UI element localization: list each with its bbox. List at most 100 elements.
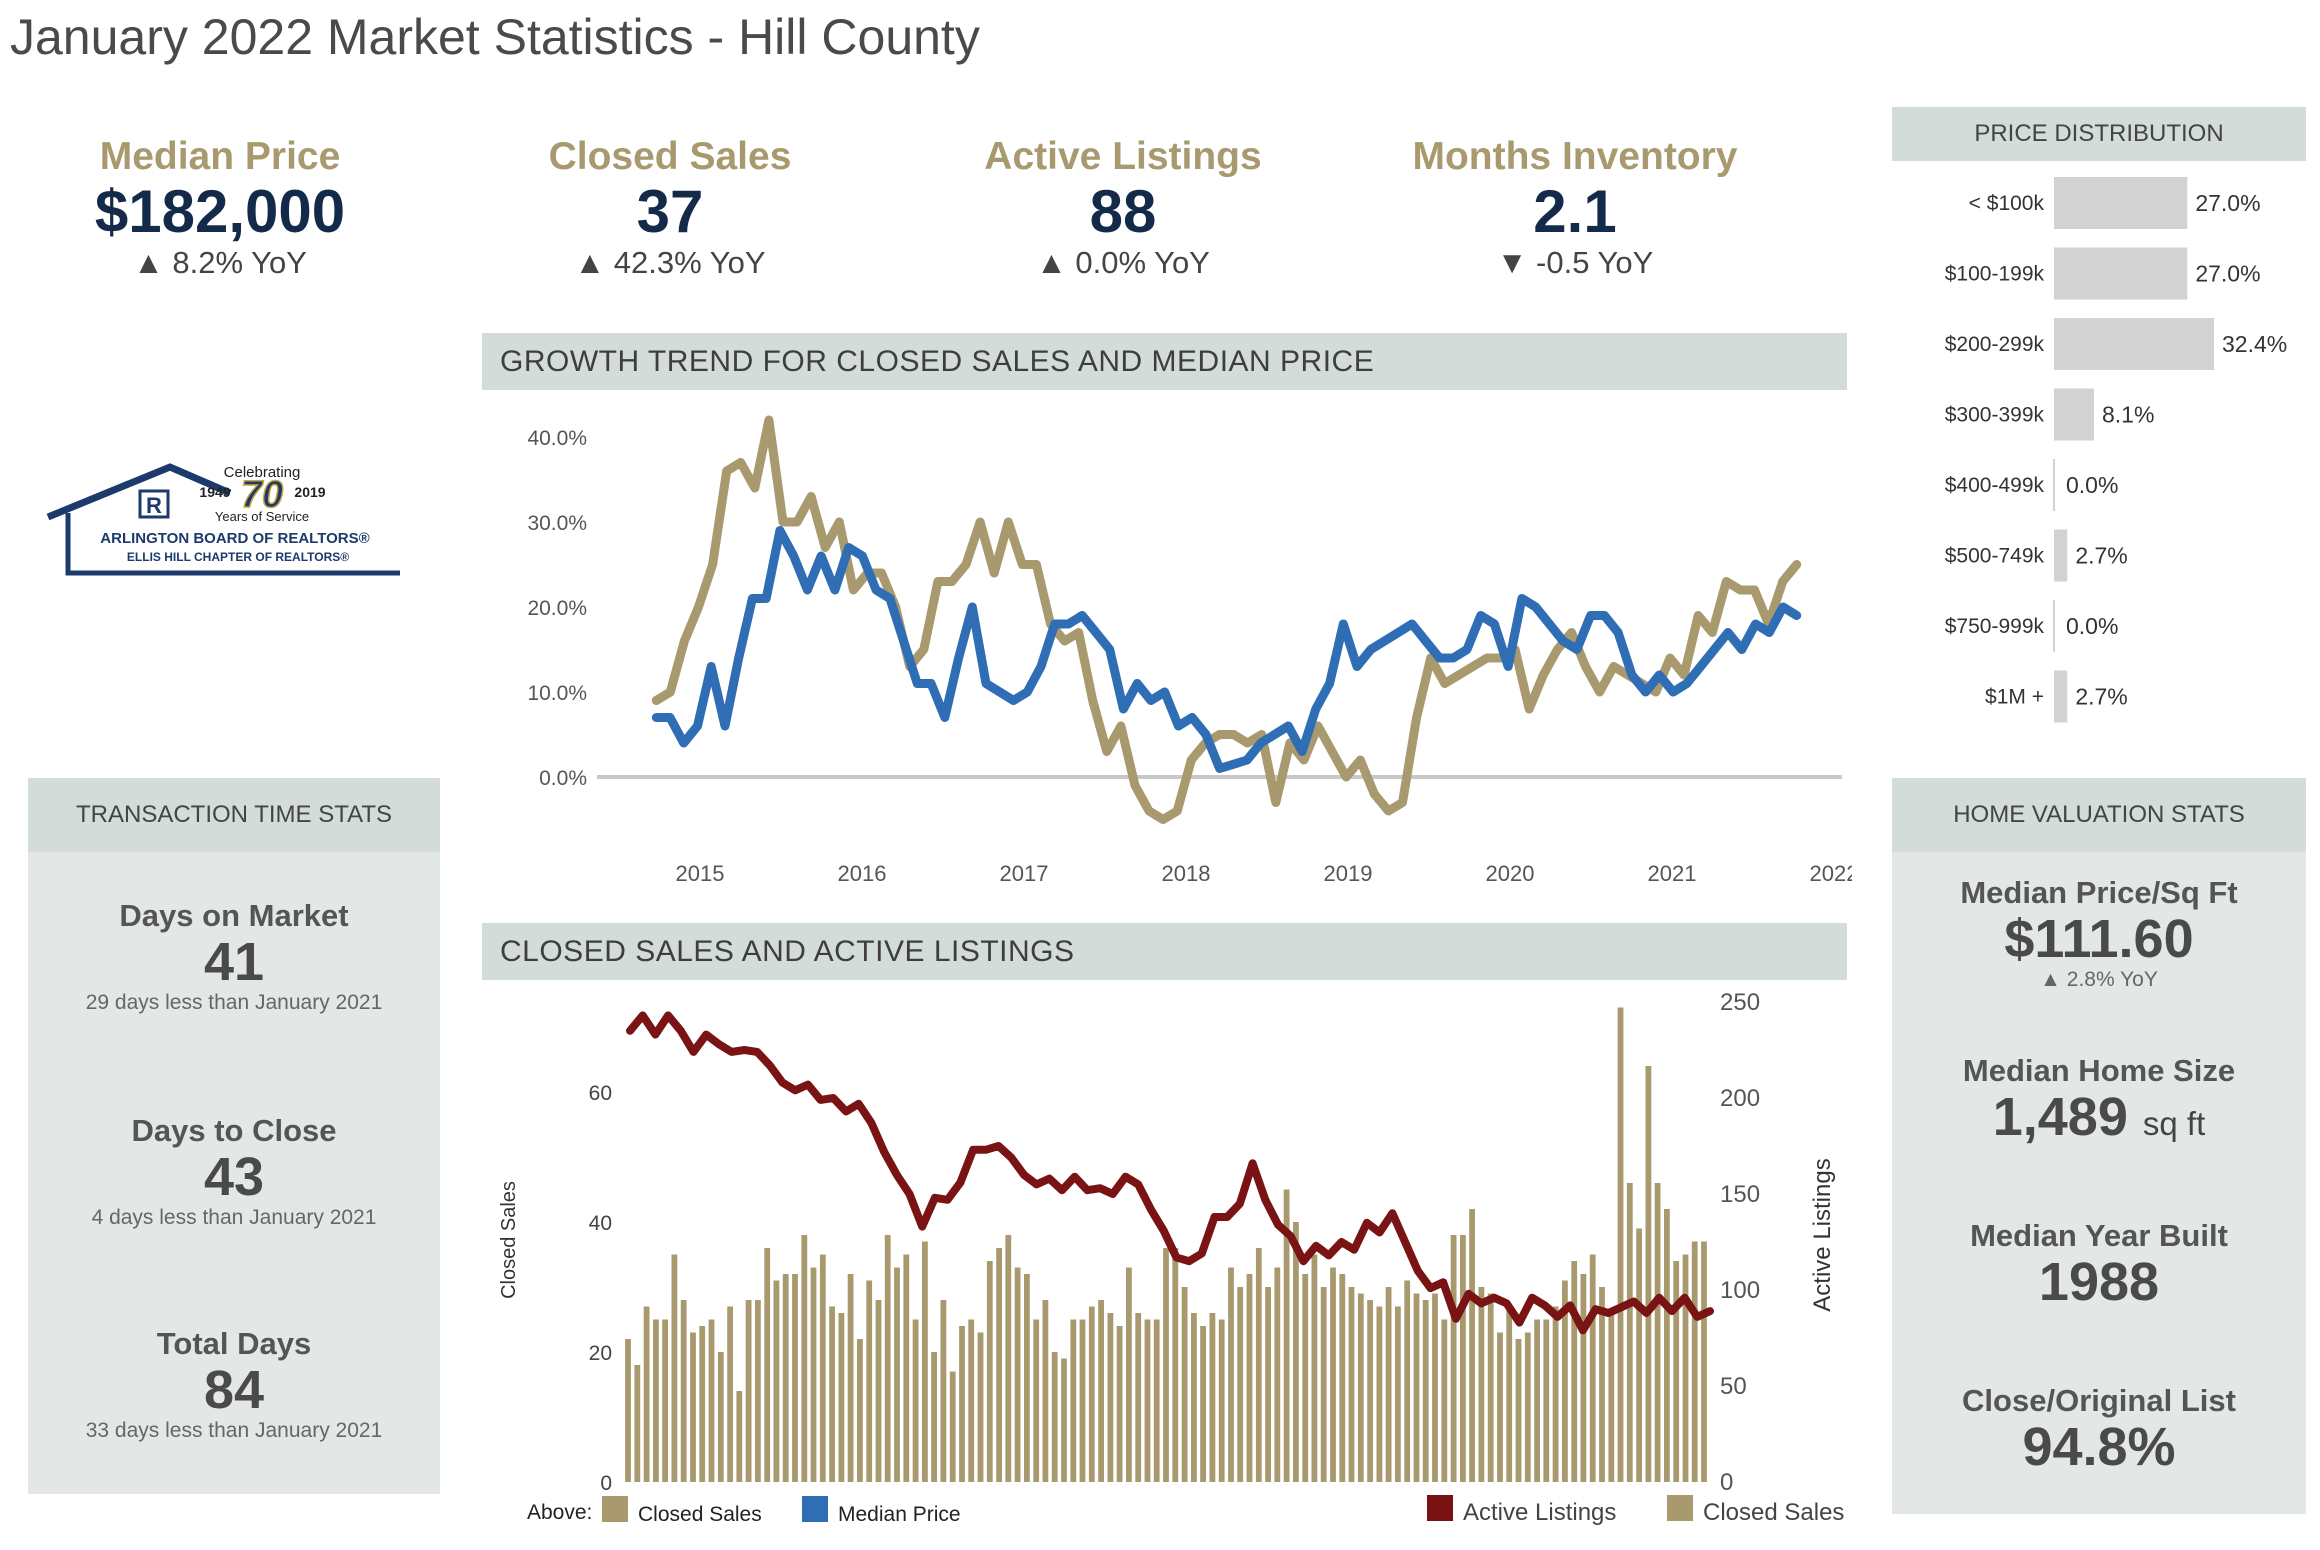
closed-sales-bar (792, 1274, 798, 1482)
closed-sales-bar (1116, 1326, 1123, 1482)
closed-sales-bar (1506, 1306, 1513, 1482)
kpi-yoy: ▲ 42.3% YoY (574, 245, 766, 280)
closed-sales-bar (1413, 1293, 1420, 1482)
x-tick-label: 2017 (1000, 861, 1049, 886)
closed-sales-bar (1079, 1319, 1086, 1482)
closed-sales-bar (1682, 1254, 1689, 1482)
closed-sales-bar (1070, 1319, 1077, 1482)
closed-sales-bar (1469, 1209, 1475, 1482)
closed-sales-bar (1664, 1209, 1670, 1482)
closed-sales-bar (643, 1306, 650, 1482)
closed-sales-bar (1293, 1222, 1299, 1482)
closed-sales-bar (1580, 1274, 1587, 1482)
price-category-label: < $100k (1969, 192, 2045, 215)
price-value-label: 27.0% (2195, 261, 2260, 287)
legend-label: Closed Sales (1703, 1499, 1844, 1526)
kpi-yoy: ▼ -0.5 YoY (1496, 245, 1654, 280)
closed-sales-bar (884, 1235, 891, 1482)
logo-r-letter: R (146, 493, 162, 518)
closed-sales-bar (699, 1326, 706, 1482)
logo-house-wall (65, 513, 400, 576)
closed-sales-bar (1311, 1254, 1318, 1482)
y-tick-label: 40.0% (527, 427, 587, 450)
y-tick-label: 30.0% (527, 512, 587, 535)
stat-label: Median Home Size (1962, 1053, 2236, 1088)
logo-line1: ARLINGTON BOARD OF REALTORS® (100, 530, 369, 547)
closed-sales-bar (1135, 1313, 1142, 1482)
stat-sub: 33 days less than January 2021 (85, 1418, 383, 1442)
closed-sales-bar (1237, 1287, 1244, 1482)
stat-label: Median Price/Sq Ft (1960, 875, 2238, 910)
x-tick-label: 2015 (676, 861, 725, 886)
stat-label: Total Days (156, 1326, 312, 1361)
stat-value: 43 (203, 1147, 265, 1207)
closed-sales-bar (1515, 1339, 1522, 1482)
closed-sales-bar (1357, 1293, 1364, 1482)
left-tick-label: 20 (589, 1342, 612, 1365)
closed-sales-bar (1005, 1235, 1012, 1482)
closed-sales-bar (1441, 1319, 1448, 1482)
kpi-label: Median Price (99, 135, 341, 178)
closed-sales-bar (1543, 1319, 1550, 1482)
closed-sales-bar (1422, 1300, 1429, 1482)
legend-above-label: Above: (527, 1501, 592, 1524)
closed-sales-bar (1181, 1287, 1188, 1482)
closed-sales-bar (745, 1300, 752, 1482)
closed-sales-bar (1274, 1267, 1281, 1482)
price-value-label: 8.1% (2102, 402, 2154, 428)
active-listings-line (626, 1011, 1714, 1335)
closed-sales-bar (1701, 1241, 1707, 1482)
closed-sales-bar (829, 1306, 835, 1482)
closed-sales-bar (801, 1235, 808, 1482)
kpi-yoy: ▲ 8.2% YoY (133, 245, 307, 280)
home-valuation-stats-panel: HOME VALUATION STATS Median Price/Sq Ft … (1892, 778, 2306, 1514)
kpi-value: $182,000 (94, 178, 346, 245)
days-on-market-stat: Days on Market 41 29 days less than Janu… (28, 898, 440, 1015)
closed-sales-bar (1404, 1280, 1411, 1482)
closed-sales-bar (903, 1254, 910, 1482)
logo-house-roof (46, 463, 232, 521)
closed-sales-bar (1265, 1287, 1271, 1482)
kpi-value: 2.1 (1533, 178, 1617, 245)
closed-sales-bar (1024, 1274, 1030, 1482)
closed-sales-bar (977, 1332, 984, 1482)
closed-sales-bar (1432, 1293, 1438, 1482)
kpi-label: Months Inventory (1412, 135, 1738, 178)
stat-value: 84 (203, 1360, 265, 1420)
closed-sales-bar (912, 1319, 919, 1482)
closed-sales-bar (1200, 1326, 1206, 1482)
closed-sales-bar (1339, 1274, 1346, 1482)
closed-sales-bar (1626, 1183, 1633, 1482)
closed-sales-bar (996, 1248, 1002, 1482)
closed-sales-bar (1460, 1235, 1466, 1482)
x-tick-label: 2016 (838, 861, 887, 886)
closed-sales-bar (690, 1332, 696, 1482)
closed-sales-bar (671, 1254, 678, 1482)
closed-sales-bar (1524, 1332, 1531, 1482)
median-price-sqft-stat: Median Price/Sq Ft $111.60 ▲ 2.8% YoY (1892, 875, 2306, 992)
right-tick-label: 0 (1720, 1469, 1733, 1496)
price-value-label: 32.4% (2222, 331, 2287, 357)
closed-sales-bar (838, 1313, 845, 1482)
growth-trend-chart: 40.0% 30.0% 20.0% 10.0% 0.0% 2015 2016 2017 2018… (527, 415, 1852, 886)
kpi-value: 37 (636, 178, 704, 245)
closed-sales-bar (1014, 1267, 1021, 1482)
stat-label: Median Year Built (1970, 1218, 2228, 1253)
closed-sales-bar (1385, 1287, 1392, 1482)
price-distribution-chart: < $100k 27.0% $100-199k 27.0% $200-299k 32.4%… (1945, 177, 2287, 723)
closed-sales-bar (847, 1274, 854, 1482)
closed-sales-bar (1562, 1280, 1568, 1482)
closed-sales-bar (819, 1254, 826, 1482)
logo-celebrating: Celebrating (224, 464, 301, 481)
kpi-months-inventory: Months Inventory 2.1 ▼ -0.5 YoY (1355, 135, 1795, 281)
closed-sales-bar (1042, 1300, 1049, 1482)
closed-sales-bar (755, 1300, 761, 1482)
closed-sales-bar (1107, 1313, 1114, 1482)
right-axis-title: Active Listings (1809, 1158, 1836, 1311)
closed-sales-bar (727, 1306, 733, 1482)
stat-value: 41 (203, 932, 265, 992)
closed-sales-bar (1283, 1189, 1290, 1482)
stat-value-row: 1,489 sq ft (1892, 1089, 2306, 1146)
closed-sales-line (651, 415, 1802, 824)
